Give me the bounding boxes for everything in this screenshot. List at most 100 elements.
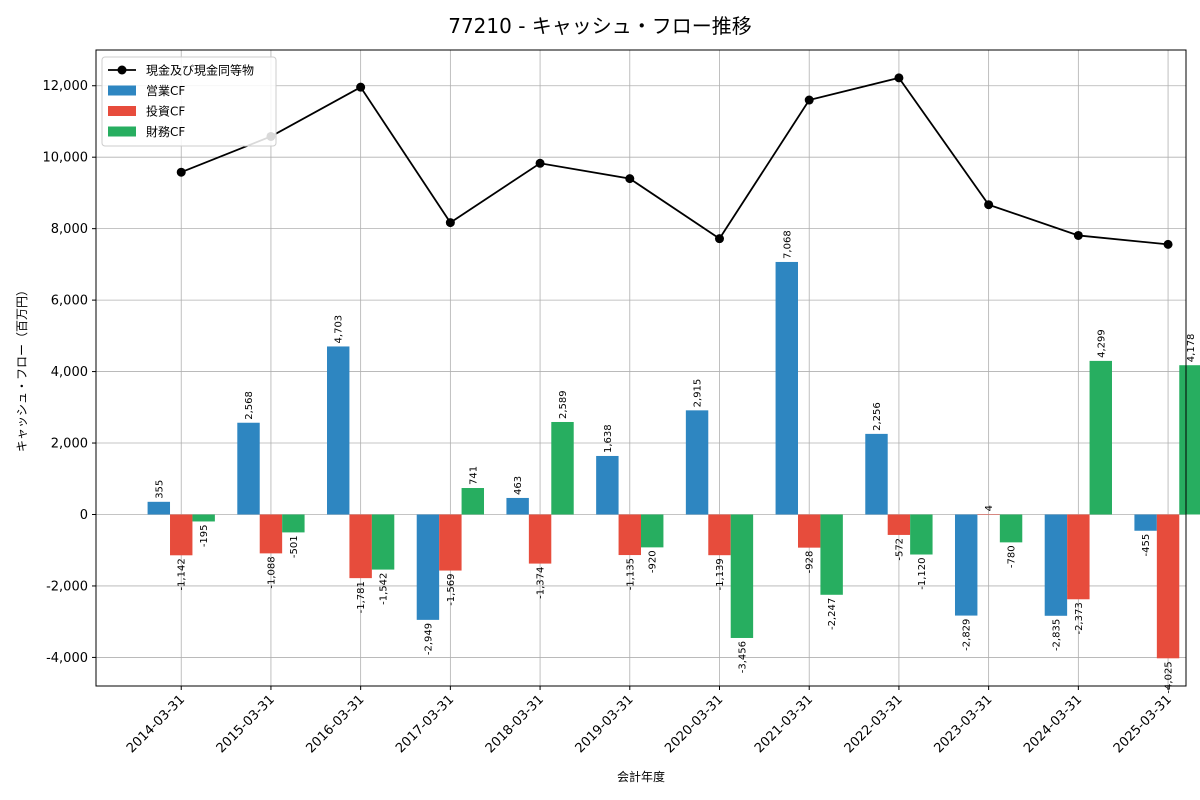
bar-value-label: 355 (154, 480, 165, 499)
cash-line-point (714, 234, 724, 244)
bar-財務CF (461, 488, 485, 515)
cash-line-point (804, 95, 814, 105)
bar-財務CF (999, 514, 1023, 543)
bar-財務CF (282, 514, 305, 533)
legend-line-marker (117, 65, 127, 75)
bar-value-label: 2,568 (244, 391, 255, 420)
legend-label: 財務CF (146, 124, 185, 139)
bar-value-label: -1,374 (536, 567, 547, 599)
bar-営業CF (506, 497, 529, 515)
cash-line-point (894, 73, 904, 83)
bar-value-label: -920 (648, 550, 659, 573)
bar-投資CF (887, 514, 911, 535)
bar-value-label: -2,829 (962, 619, 973, 651)
bar-投資CF (528, 514, 552, 564)
bar-投資CF (1156, 514, 1180, 659)
bar-value-label: -1,135 (625, 558, 636, 590)
x-tick-label: 2017-03-31 (393, 692, 457, 756)
bar-value-label: -4,025 (1164, 661, 1175, 693)
y-tick-label: 6,000 (51, 294, 88, 309)
cash-line-point (1073, 230, 1083, 240)
cash-line-point (356, 82, 366, 92)
x-tick-label: 2015-03-31 (214, 692, 278, 756)
bar-営業CF (327, 346, 350, 515)
x-tick-label: 2020-03-31 (662, 692, 726, 756)
bar-財務CF (730, 514, 754, 638)
x-tick-label: 2019-03-31 (573, 692, 637, 756)
legend-swatch (108, 106, 136, 116)
bar-財務CF (551, 421, 574, 515)
bar-投資CF (349, 514, 372, 579)
bars (147, 261, 1200, 659)
cash-line-point (535, 158, 545, 168)
bar-value-label: -501 (289, 535, 300, 558)
x-tick-label: 2016-03-31 (303, 692, 367, 756)
chart-title: 77210 - キャッシュ・フロー推移 (448, 14, 752, 38)
bar-営業CF (1044, 514, 1068, 616)
bar-営業CF (147, 501, 171, 515)
y-tick-label: 8,000 (51, 222, 88, 237)
y-tick-label: 10,000 (43, 151, 89, 166)
bar-営業CF (237, 422, 260, 515)
y-tick-label: 4,000 (51, 365, 88, 380)
cash-line-path (180, 76, 1169, 246)
x-tick-label: 2025-03-31 (1111, 692, 1175, 756)
bar-value-label: 4 (984, 505, 995, 511)
bar-value-label: -780 (1007, 545, 1018, 568)
bar-value-label: -2,949 (423, 623, 434, 655)
bar-営業CF (1134, 514, 1157, 531)
cash-line-point (984, 200, 994, 210)
bar-labels: 355 2,568 4,703 -2,949 463 1,638 2,915 7,068 2,2… (154, 230, 1197, 693)
x-axis: 2014-03-31 2015-03-31 2016-03-31 2017-03-31… (124, 686, 1175, 756)
bar-営業CF (685, 410, 709, 515)
x-tick-label: 2014-03-31 (124, 692, 188, 756)
bar-投資CF (708, 514, 731, 556)
legend-label: 営業CF (146, 84, 185, 98)
bar-value-label: -1,139 (715, 558, 726, 590)
y-tick-label: 2,000 (51, 437, 88, 452)
plot-frame (95, 49, 1187, 687)
bar-投資CF (1067, 514, 1090, 600)
bar-value-label: -195 (199, 524, 210, 547)
legend-swatch (108, 126, 136, 137)
bar-value-label: -3,456 (737, 641, 748, 673)
y-axis: -4,000 -2,000 0 2,000 4,000 6,000 8,000 10,000 1… (43, 79, 96, 666)
bar-財務CF (371, 514, 395, 570)
bar-value-label: 7,068 (782, 230, 793, 259)
bar-value-label: -455 (1141, 534, 1152, 557)
cash-line-point (445, 218, 455, 228)
y-tick-label: 0 (80, 508, 88, 523)
x-tick-label: 2021-03-31 (752, 692, 816, 756)
bar-財務CF (641, 514, 664, 548)
bar-営業CF (596, 455, 619, 515)
bar-value-label: 4,299 (1096, 329, 1107, 358)
bar-value-label: 1,638 (603, 424, 614, 453)
bar-value-label: -1,569 (446, 574, 457, 606)
bar-投資CF (797, 514, 821, 548)
bar-営業CF (416, 514, 440, 620)
legend-box (101, 56, 277, 147)
bar-value-label: -2,373 (1074, 602, 1085, 634)
x-tick-label: 2024-03-31 (1021, 692, 1085, 756)
cash-line (176, 73, 1173, 249)
legend-label: 現金及び現金同等物 (146, 63, 254, 78)
bar-財務CF (910, 514, 933, 555)
bar-投資CF (439, 514, 462, 571)
x-tick-label: 2018-03-31 (483, 692, 547, 756)
bar-value-label: -1,088 (266, 556, 277, 588)
y-tick-label: 12,000 (43, 79, 89, 94)
grid-lines (96, 50, 1186, 686)
bar-value-label: -2,247 (827, 598, 838, 630)
x-axis-title: 会計年度 (617, 769, 665, 784)
bar-value-label: -1,781 (356, 581, 367, 613)
bar-value-label: 4,178 (1186, 334, 1197, 363)
bar-value-label: -1,120 (917, 558, 928, 590)
legend-label: 投資CF (146, 104, 185, 119)
x-tick-label: 2023-03-31 (931, 692, 995, 756)
bar-投資CF (170, 514, 193, 556)
bar-value-label: 741 (468, 466, 479, 485)
bar-財務CF (1179, 365, 1200, 515)
bar-value-label: 4,703 (334, 315, 345, 344)
